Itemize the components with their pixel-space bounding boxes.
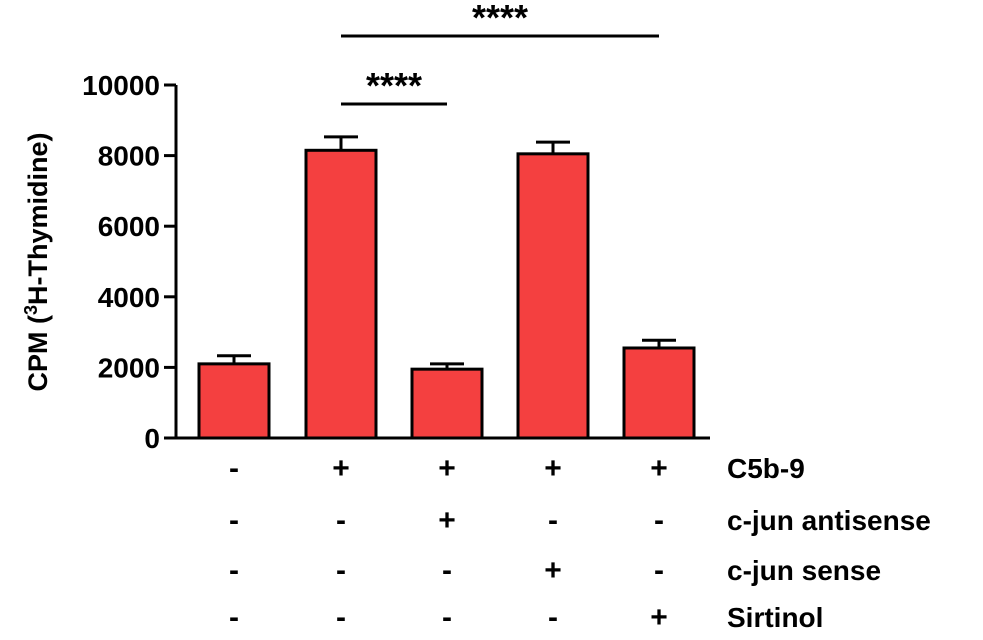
bars — [197, 135, 696, 440]
condition-sign: - — [654, 504, 664, 537]
condition-sign: - — [336, 601, 346, 634]
y-axis-title-superscript: 3 — [21, 305, 41, 315]
bar — [304, 148, 378, 440]
condition-sign: - — [229, 452, 239, 485]
condition-sign: - — [336, 504, 346, 537]
condition-label: C5b-9 — [727, 453, 805, 484]
condition-sign: + — [438, 452, 456, 485]
condition-table: - + + + + C5b-9 - - + - - c-jun antisense - - - + - c-jun… — [229, 452, 931, 634]
condition-sign: - — [442, 554, 452, 587]
condition-sign: - — [229, 554, 239, 587]
condition-label: Sirtinol — [727, 602, 823, 633]
y-tick-label: 6000 — [98, 211, 160, 242]
condition-sign: + — [650, 452, 668, 485]
condition-sign: + — [438, 504, 456, 537]
bar — [622, 346, 696, 440]
significance-label: **** — [472, 0, 528, 38]
significance-annotations: **** **** — [341, 0, 659, 106]
condition-sign: + — [650, 601, 668, 634]
y-tick-label: 0 — [144, 423, 160, 454]
condition-sign: - — [229, 504, 239, 537]
condition-label: c-jun sense — [727, 555, 881, 586]
condition-sign: + — [332, 452, 350, 485]
condition-label: c-jun antisense — [727, 505, 931, 536]
y-tick-label: 4000 — [98, 282, 160, 313]
y-tick-label: 8000 — [98, 141, 160, 172]
y-tick-label: 2000 — [98, 352, 160, 383]
y-ticks: 0 2000 4000 6000 8000 10000 — [82, 70, 176, 454]
bar — [410, 367, 484, 440]
condition-sign: - — [442, 601, 452, 634]
condition-sign: - — [336, 554, 346, 587]
condition-sign: - — [229, 601, 239, 634]
bar — [197, 362, 271, 440]
condition-sign: - — [654, 554, 664, 587]
condition-sign: - — [548, 601, 558, 634]
bar — [516, 152, 590, 440]
significance-label: **** — [366, 65, 422, 106]
condition-sign: + — [544, 554, 562, 587]
y-axis-title-prefix: CPM ( — [23, 315, 53, 392]
y-tick-label: 10000 — [82, 70, 160, 101]
condition-sign: + — [544, 452, 562, 485]
y-axis-title: CPM (3H-Thymidine) — [21, 132, 53, 391]
condition-sign: - — [548, 504, 558, 537]
y-axis-title-suffix: H-Thymidine) — [23, 132, 53, 305]
